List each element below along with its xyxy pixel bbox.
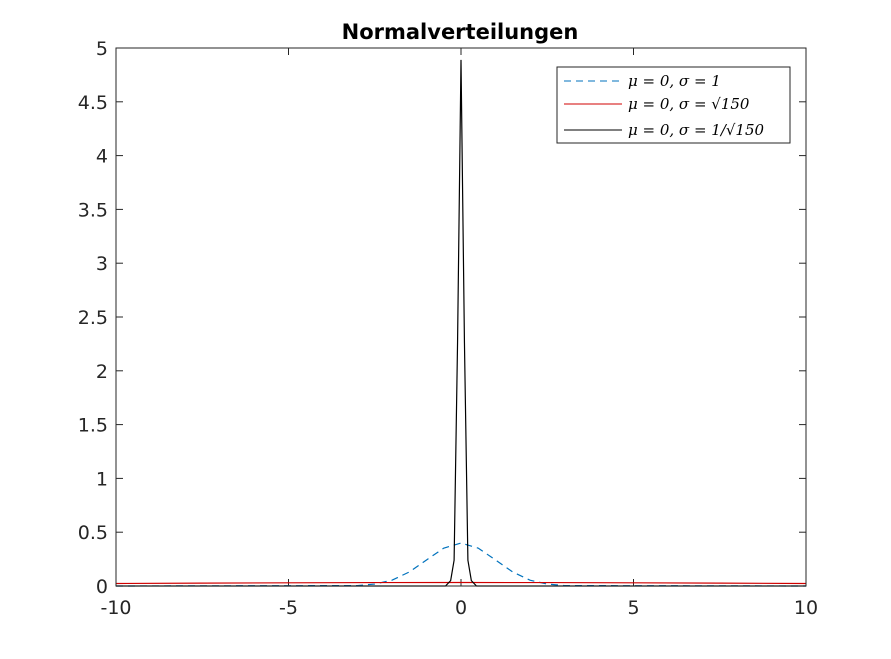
y-tick-label: 3	[96, 253, 108, 275]
series-line-3	[116, 59, 806, 587]
axes-box	[115, 47, 807, 587]
y-tick-label: 1	[96, 468, 108, 490]
legend: μ = 0, σ = 1 μ = 0, σ = √150 μ = 0, σ = …	[556, 66, 791, 144]
y-tick-label: 1.5	[78, 415, 108, 437]
y-tick-label: 4.5	[78, 92, 108, 114]
y-tick-label: 5	[96, 38, 108, 60]
y-tick-label: 2	[96, 361, 108, 383]
x-tick-label: -10	[100, 597, 131, 619]
legend-label-2: μ = 0, σ = √150	[628, 95, 750, 113]
plot-area	[115, 59, 807, 587]
x-tick-label: 10	[794, 597, 818, 619]
y-tick-label: 3.5	[78, 199, 108, 221]
y-tick-label: 0.5	[78, 522, 108, 544]
chart-title: Normalverteilungen	[342, 20, 579, 44]
y-tick-label: 4	[96, 146, 108, 168]
y-tick-label: 2.5	[78, 307, 108, 329]
x-tick-label: -5	[279, 597, 298, 619]
legend-label-3: μ = 0, σ = 1/√150	[628, 121, 765, 139]
y-tick-label: 0	[96, 576, 108, 598]
series-line-2	[115, 581, 807, 585]
ticks: -10 -5 0 5 10 0 0.5 1 1.5 2 2.5 3 3.5 4 4.5 5	[78, 38, 818, 619]
x-tick-label: 5	[627, 597, 639, 619]
x-tick-label: 0	[455, 597, 467, 619]
legend-label-1: μ = 0, σ = 1	[628, 72, 721, 90]
